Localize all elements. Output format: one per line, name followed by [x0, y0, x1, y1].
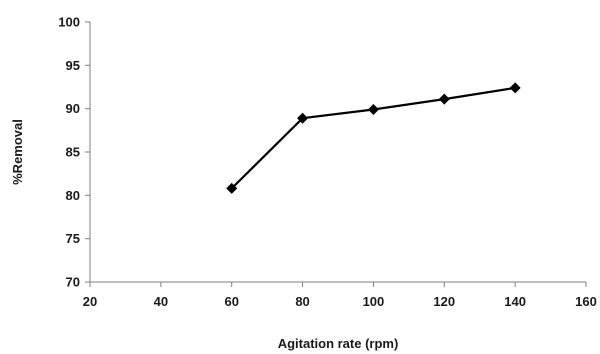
data-point-marker — [226, 182, 238, 194]
series-line — [230, 86, 516, 190]
y-tick-label: 85 — [66, 145, 80, 160]
x-tick-label: 140 — [504, 294, 526, 309]
x-tick-label: 160 — [575, 294, 597, 309]
y-tick-label: 70 — [66, 275, 80, 290]
data-point-marker — [509, 82, 521, 94]
x-tick-label: 20 — [83, 294, 97, 309]
x-axis-title: Agitation rate (rpm) — [278, 336, 399, 351]
x-tick-label: 60 — [224, 294, 238, 309]
x-axis-ticks: 20 40 60 80 100 120 140 160 — [83, 282, 597, 309]
y-tick-label: 75 — [66, 231, 80, 246]
data-point-marker — [438, 93, 450, 105]
y-tick-label: 100 — [58, 15, 80, 30]
data-point-marker — [367, 104, 379, 116]
y-tick-label: 80 — [66, 188, 80, 203]
x-tick-label: 100 — [363, 294, 385, 309]
data-point-marker — [297, 112, 309, 124]
x-tick-label: 80 — [295, 294, 309, 309]
y-tick-label: 95 — [66, 58, 80, 73]
x-tick-label: 120 — [433, 294, 455, 309]
x-tick-label: 40 — [154, 294, 168, 309]
y-axis-ticks: 70 75 80 85 90 95 100 — [58, 15, 90, 290]
y-axis-title: %Removal — [10, 119, 25, 185]
series-group — [226, 82, 521, 194]
y-tick-label: 90 — [66, 101, 80, 116]
